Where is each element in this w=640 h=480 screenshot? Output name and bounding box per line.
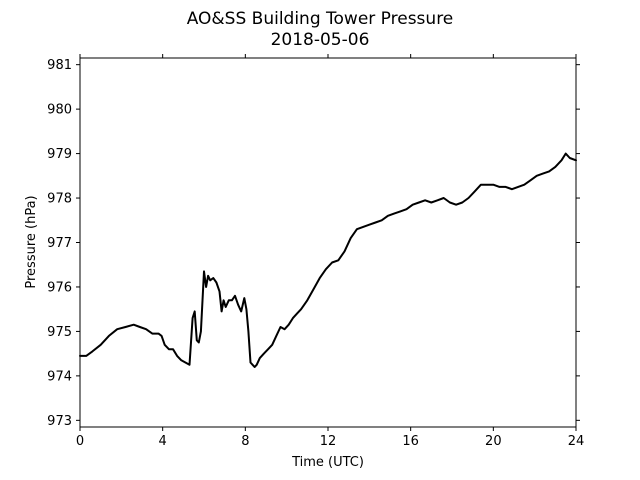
y-tick-label: 975: [47, 325, 72, 340]
y-tick-label: 976: [47, 280, 72, 295]
x-tick-label: 0: [76, 434, 84, 449]
y-tick-label: 981: [47, 58, 72, 73]
x-axis-ticks: 0 4 8 12 16 20 24: [76, 54, 584, 449]
y-axis-ticks: 973 974 975 976 977 978 979 980 981: [47, 58, 580, 429]
y-tick-label: 977: [47, 236, 72, 251]
x-tick-label: 8: [241, 434, 249, 449]
x-tick-label: 4: [159, 434, 167, 449]
plot-frame: [79, 57, 577, 428]
y-axis-label: Pressure (hPa): [24, 195, 39, 288]
y-tick-label: 973: [47, 414, 72, 429]
x-axis-label: Time (UTC): [291, 455, 364, 470]
chart-subtitle: 2018-05-06: [271, 30, 370, 50]
y-tick-label: 974: [47, 369, 72, 384]
x-tick-label: 24: [568, 434, 585, 449]
y-tick-label: 980: [47, 103, 72, 118]
chart-title: AO&SS Building Tower Pressure: [187, 9, 454, 29]
x-tick-label: 20: [485, 434, 502, 449]
y-tick-label: 978: [47, 192, 72, 207]
plot-area: 0 4 8 12 16 20 24 973 974 975 976 977 978 979 980 981: [47, 54, 584, 449]
y-tick-label: 979: [47, 147, 72, 162]
x-tick-label: 16: [402, 434, 419, 449]
x-tick-label: 12: [320, 434, 337, 449]
series-group: [79, 152, 577, 368]
pressure-series-line: [79, 152, 577, 368]
